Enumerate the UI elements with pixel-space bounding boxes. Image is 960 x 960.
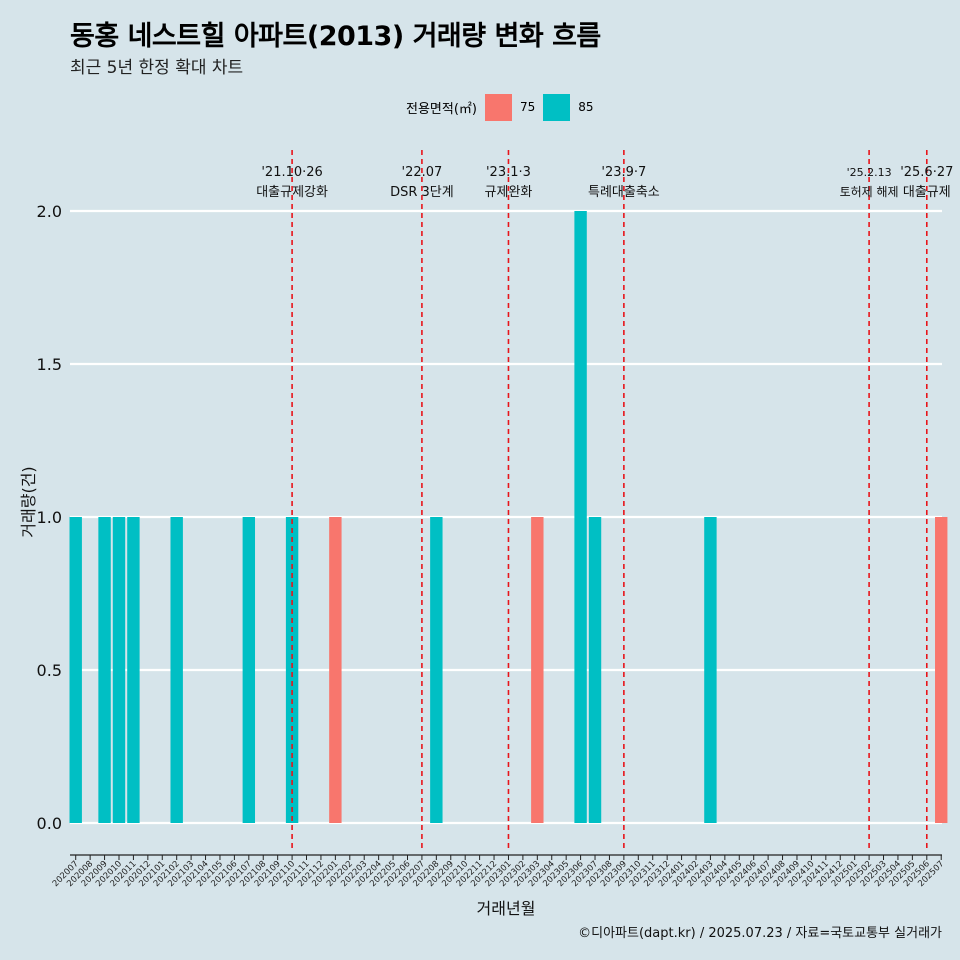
event-date-label: '22.07: [402, 165, 443, 180]
event-text-label: 규제완화: [485, 185, 533, 200]
event-date-label: '25.2.13: [847, 166, 892, 179]
caption: ©디아파트(dapt.kr) / 2025.07.23 / 자료=국토교통부 실…: [578, 926, 942, 941]
event-text-label: 대출규제강화: [256, 185, 328, 200]
event-date-label: '23.1·3: [486, 165, 531, 180]
legend-title: 전용면적(㎡): [406, 101, 477, 117]
event-text-label: 토허제 해제: [840, 185, 899, 199]
y-tick-label: 1.5: [37, 355, 62, 374]
y-axis-title: 거래량(건): [19, 466, 38, 537]
chart-subtitle: 최근 5년 한정 확대 차트: [70, 58, 244, 78]
bar-85-202107: [242, 517, 256, 823]
event-text-label: 특례대출축소: [588, 185, 660, 200]
bar-85-202007: [69, 517, 82, 823]
bar-85-202102: [170, 517, 183, 823]
x-axis-title: 거래년월: [477, 899, 536, 918]
legend-swatch-75: [484, 93, 512, 121]
bar-85-202208: [430, 517, 443, 823]
event-text-label: DSR 3단계: [390, 185, 454, 200]
y-tick-label: 2.0: [37, 202, 62, 221]
legend: 전용면적(㎡) 75 85: [406, 93, 602, 121]
bar-75-202303: [531, 517, 544, 823]
bar-85-202306: [574, 211, 587, 823]
bar-85-202307: [588, 517, 602, 823]
legend-label-85: 85: [578, 100, 594, 114]
chart-title: 동홍 네스트힐 아파트(2013) 거래량 변화 흐름: [70, 21, 601, 52]
bar-85-202011: [127, 517, 140, 823]
y-tick-label: 1.0: [37, 508, 62, 527]
event-date-label: '21.10·26: [261, 165, 322, 180]
bar-75-202201: [329, 517, 342, 823]
event-date-label: '25.6·27: [900, 165, 953, 180]
legend-swatch-85: [543, 93, 571, 121]
bar-85-202010: [112, 517, 126, 823]
bar-85-202110: [285, 517, 299, 823]
bar-75-202507: [935, 517, 948, 823]
y-tick-label: 0.0: [37, 814, 62, 833]
bar-85-202009: [98, 517, 111, 823]
y-tick-label: 0.5: [37, 661, 62, 680]
event-text-label: 대출규제: [903, 185, 951, 200]
legend-label-75: 75: [519, 100, 536, 114]
bar-85-202403: [704, 517, 717, 823]
event-date-label: '23.9·7: [601, 165, 646, 180]
